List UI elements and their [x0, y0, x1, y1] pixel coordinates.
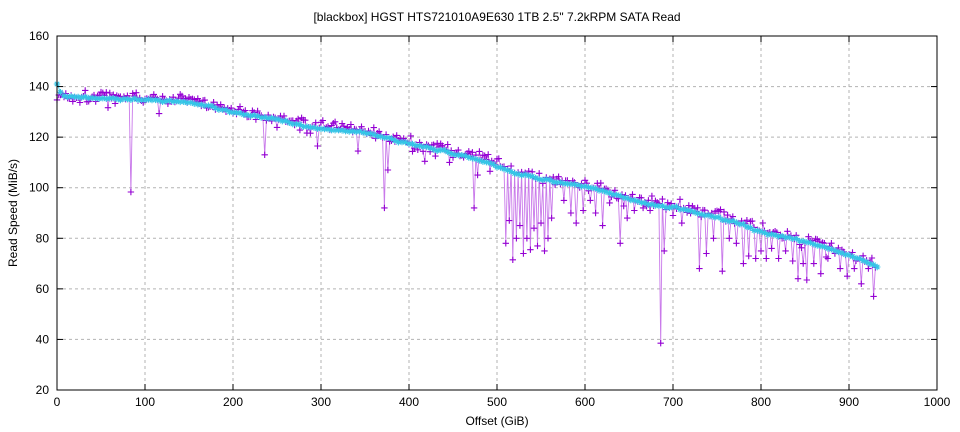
y-tick-label: 100 — [29, 181, 49, 195]
x-axis-label: Offset (GiB) — [465, 414, 529, 428]
x-tick-label: 100 — [135, 395, 155, 409]
y-tick-label: 40 — [36, 332, 50, 346]
chart-title: [blackbox] HGST HTS721010A9E630 1TB 2.5"… — [313, 10, 681, 24]
series-read-speed-smoothed-line — [56, 83, 878, 268]
x-tick-label: 1000 — [924, 395, 951, 409]
y-tick-label: 120 — [29, 130, 49, 144]
series-read-speed-raw-line — [56, 90, 876, 344]
series-read-speed-raw-markers — [53, 87, 879, 347]
x-tick-label: 800 — [751, 395, 771, 409]
y-tick-label: 140 — [29, 80, 49, 94]
x-tick-label: 400 — [399, 395, 419, 409]
x-tick-label: 300 — [311, 395, 331, 409]
y-tick-label: 20 — [36, 383, 50, 397]
y-tick-label: 160 — [29, 29, 49, 43]
x-tick-label: 700 — [663, 395, 683, 409]
x-tick-label: 900 — [839, 395, 859, 409]
y-tick-label: 60 — [36, 282, 50, 296]
x-tick-label: 200 — [223, 395, 243, 409]
x-tick-label: 600 — [575, 395, 595, 409]
x-tick-label: 0 — [54, 395, 61, 409]
y-tick-label: 80 — [36, 231, 50, 245]
x-tick-label: 500 — [487, 395, 507, 409]
